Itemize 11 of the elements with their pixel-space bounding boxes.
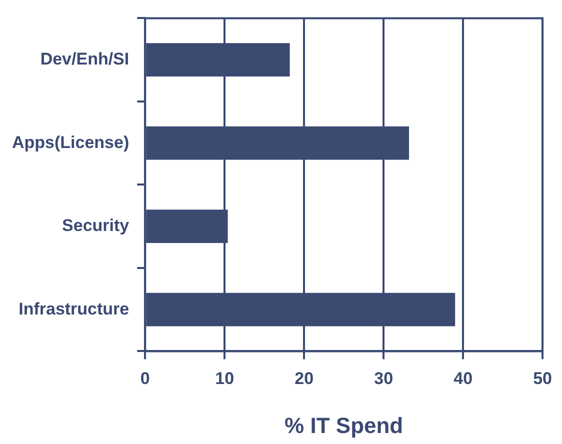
x-axis-title: % IT Spend: [284, 412, 404, 438]
y-tick-label: Apps(License): [12, 132, 130, 152]
x-tick-label: 30: [374, 369, 394, 388]
y-tick-label: Dev/Enh/SI: [40, 50, 130, 69]
x-tick-label: 50: [533, 369, 552, 388]
x-tick-label: 10: [215, 369, 234, 388]
y-tick-label: Infrastructure: [18, 299, 130, 318]
x-tick-label: 0: [140, 369, 150, 388]
y-tick-label: Security: [62, 216, 130, 236]
x-tick-label: 20: [294, 369, 314, 388]
x-tick-label: 40: [454, 369, 473, 388]
